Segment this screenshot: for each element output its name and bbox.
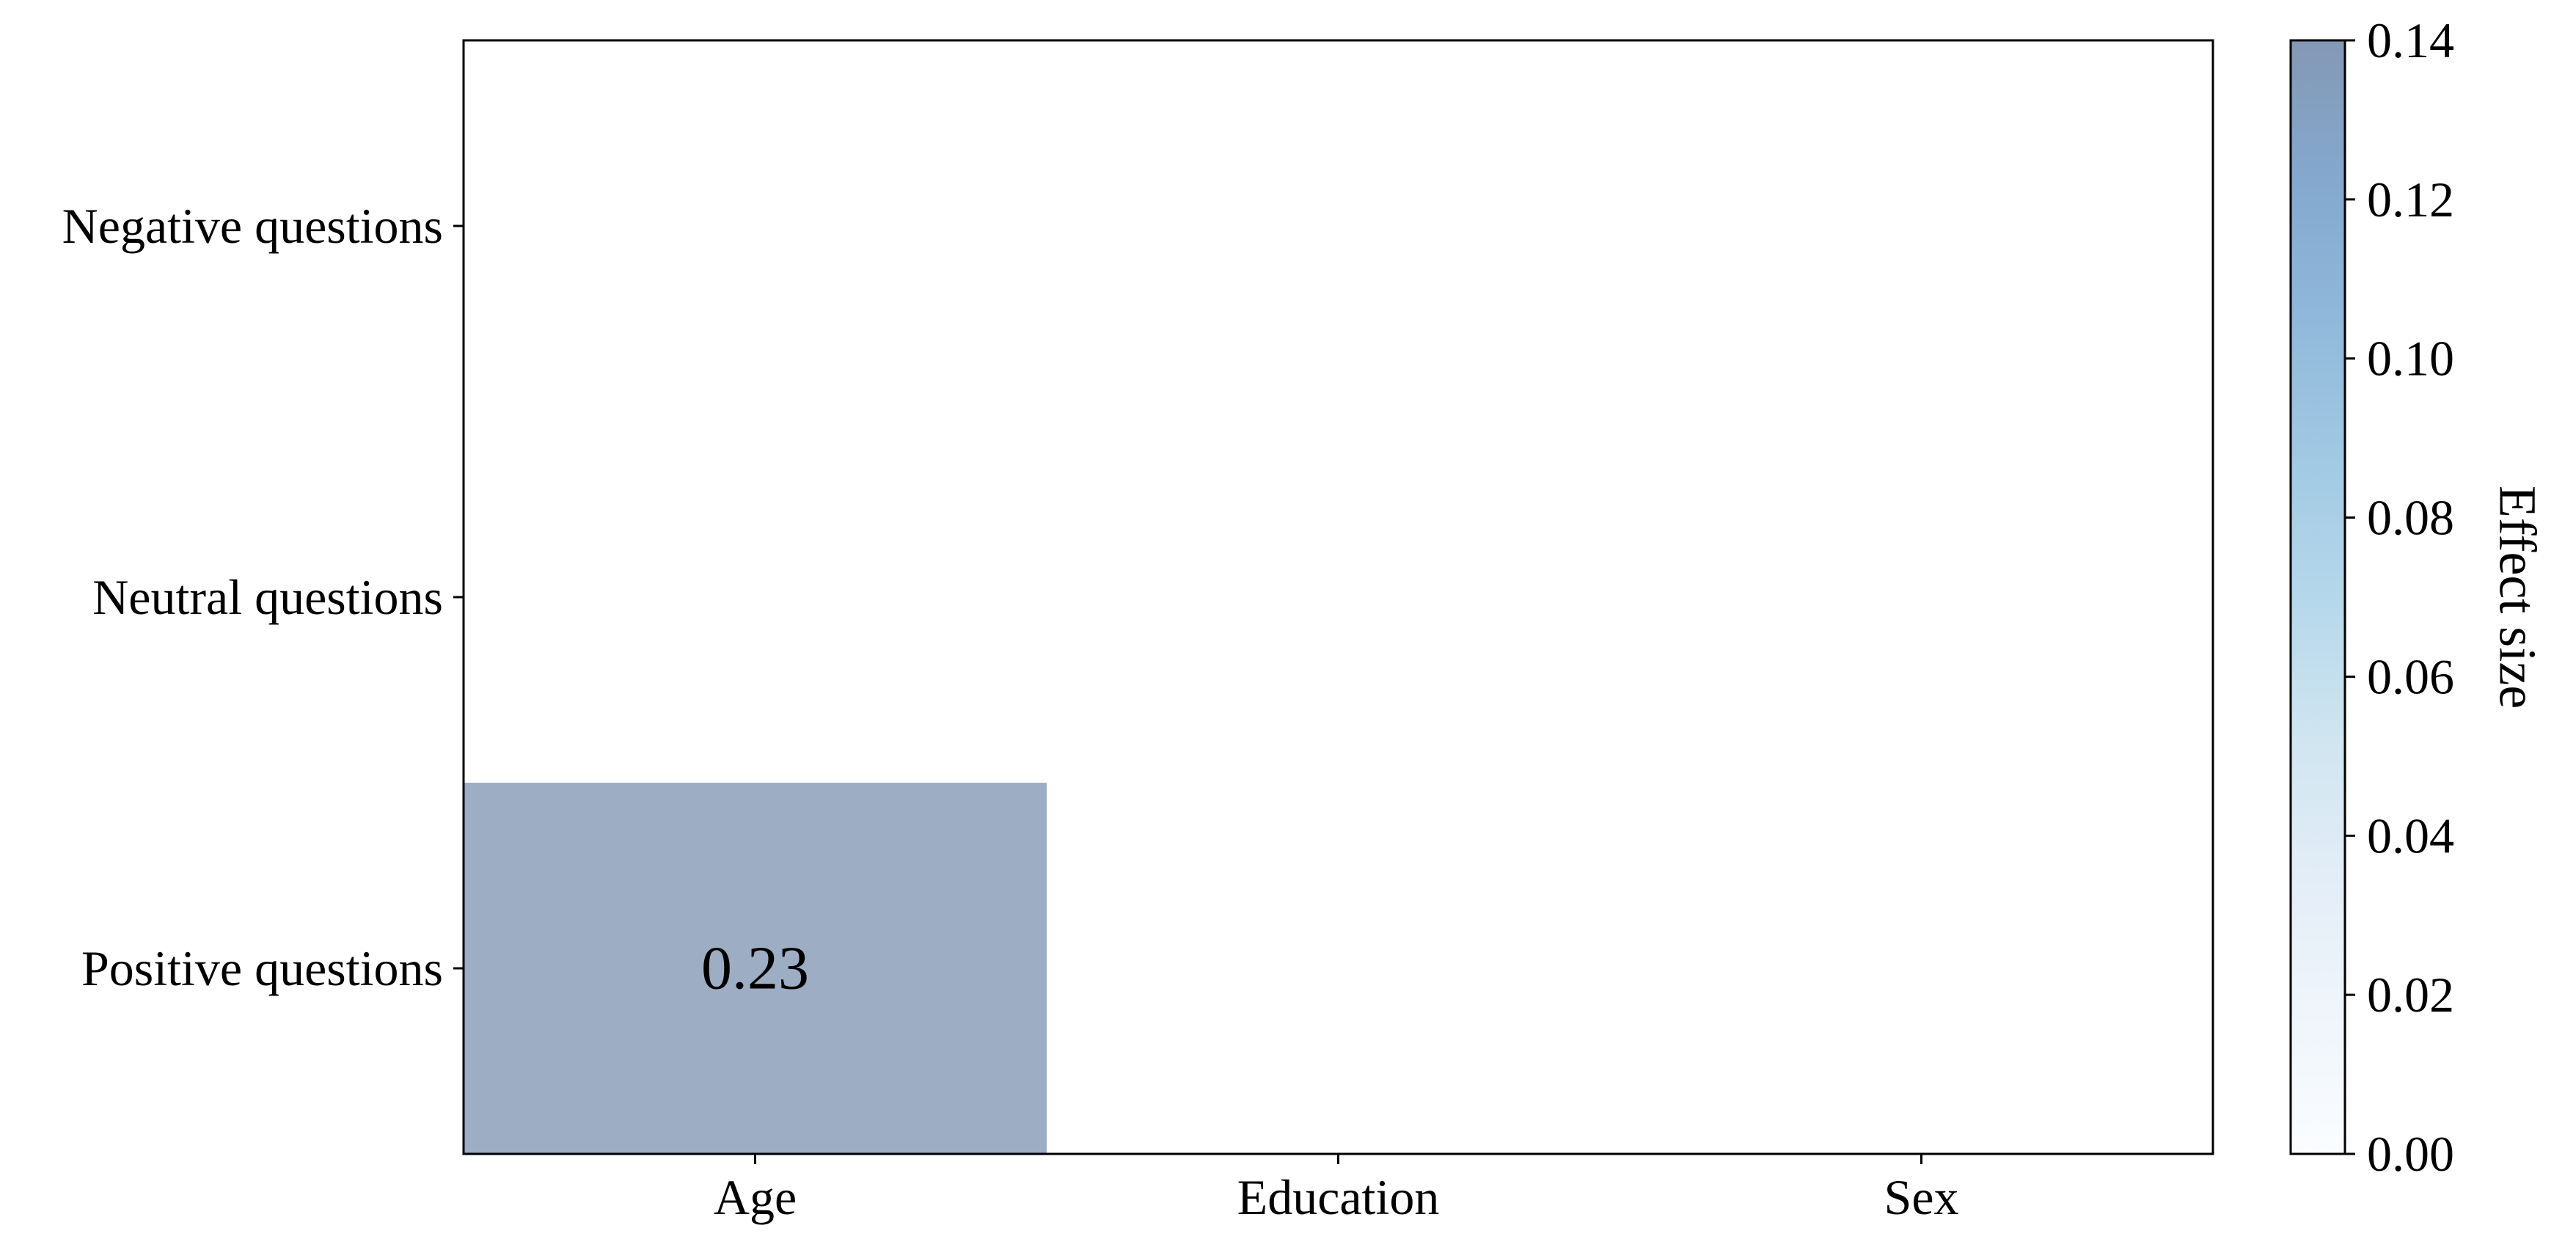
colorbar-tick-label: 0.10 [2367, 331, 2454, 387]
colorbar-tick-label: 0.06 [2367, 648, 2454, 704]
heatmap-cell [464, 783, 1047, 1154]
colorbar-tick-label: 0.08 [2367, 490, 2454, 546]
colorbar-tick-label: 0.02 [2367, 967, 2454, 1023]
heatmap-cells: 0.23 [464, 783, 1047, 1154]
x-tick-label: Education [1237, 1169, 1440, 1225]
colorbar: 0.00 0.02 0.04 0.06 0.08 0.10 0.12 0.14 Effect … [2289, 12, 2547, 1182]
colorbar-gradient [2289, 39, 2346, 1155]
colorbar-label: Effect size [2488, 486, 2547, 709]
colorbar-tick-label: 0.14 [2367, 12, 2454, 68]
y-axis: Negative questions Neutral questions Posit… [62, 198, 464, 996]
y-tick-label: Positive questions [81, 940, 443, 996]
x-axis: Age Education Sex [714, 1154, 1959, 1225]
colorbar-ticks: 0.00 0.02 0.04 0.06 0.08 0.10 0.12 0.14 [2345, 12, 2454, 1182]
colorbar-tick-label: 0.12 [2367, 172, 2454, 227]
y-tick-label: Negative questions [62, 198, 443, 254]
colorbar-tick-label: 0.00 [2367, 1126, 2454, 1182]
cell-value-label: 0.23 [701, 935, 809, 1003]
x-tick-label: Sex [1884, 1169, 1959, 1225]
y-tick-label: Neutral questions [92, 569, 443, 625]
x-tick-label: Age [714, 1169, 797, 1225]
colorbar-tick-label: 0.04 [2367, 808, 2454, 863]
